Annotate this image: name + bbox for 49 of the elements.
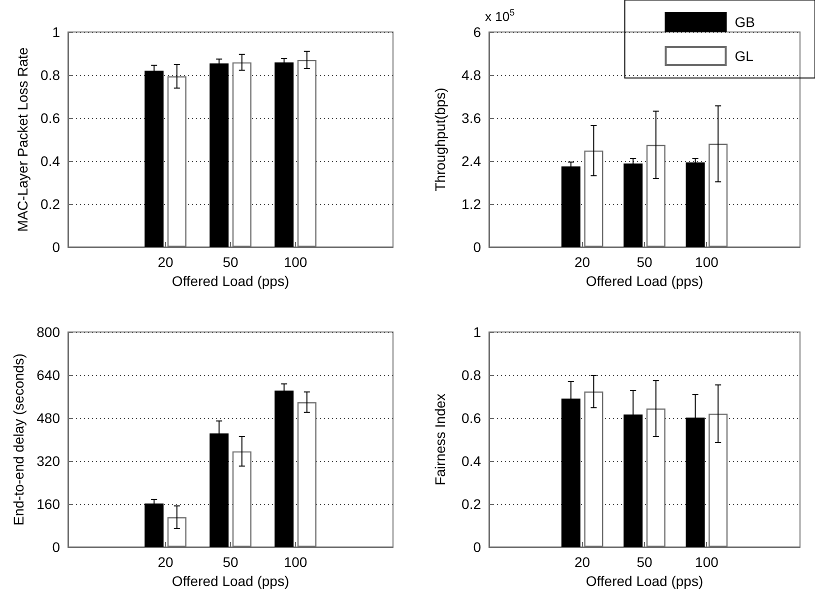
y-tick-label: 480 [36,410,60,426]
x-tick-label: 20 [158,554,174,570]
y-tick-label: 800 [36,324,60,340]
bar [144,503,164,547]
y-tick-label: 0 [52,239,60,255]
x-axis-title: Offered Load (pps) [586,573,704,589]
x-tick-label: 20 [158,254,174,270]
y-tick-label: 0.6 [462,410,482,426]
y-tick-label: 640 [36,367,60,383]
y-tick-label: 0.8 [462,367,482,383]
bar [561,166,580,247]
y-tick-label: 1 [473,324,482,340]
y-axis-title: Throughput(bps) [432,88,448,192]
y-tick-label: 0 [473,539,482,555]
y-tick-label: 4.8 [462,67,482,83]
y-tick-label: 6 [473,24,482,40]
y-tick-label: 0.2 [462,496,482,512]
x-tick-label: 50 [222,254,238,270]
y-tick-label: 0.4 [462,453,482,469]
y-tick-label: 2.4 [462,153,482,169]
y-tick-label: 160 [36,496,60,512]
y-tick-label: 320 [36,453,60,469]
y-tick-label: 0.8 [40,67,60,83]
x-tick-label: 50 [222,554,238,570]
y-tick-label: 0 [52,539,60,555]
y-tick-label: 1.2 [462,196,482,212]
x-tick-label: 20 [574,554,590,570]
x-tick-label: 20 [574,254,590,270]
y-axis-title: MAC-Layer Packet Loss Rate [14,47,31,232]
y-tick-label: 0 [473,239,482,255]
x-axis-title: Offered Load (pps) [586,273,704,289]
legend-label: GB [734,14,756,30]
bar [686,162,705,247]
legend-label: GL [734,48,754,64]
x-tick-label: 50 [636,554,652,570]
y-tick-label: 1 [52,24,60,40]
x-tick-label: 100 [695,254,719,270]
y-tick-label: 0.6 [40,110,60,126]
x-tick-label: 100 [284,254,308,270]
y-tick-label: 3.6 [462,110,482,126]
x-tick-label: 100 [284,554,308,570]
x-axis-title: Offered Load (pps) [172,273,290,289]
x-tick-label: 100 [695,554,719,570]
x-axis-title: Offered Load (pps) [172,573,290,589]
y-tick-label: 0.2 [40,196,60,212]
y-axis-title: End-to-end delay (seconds) [10,354,27,526]
y-tick-label: 0.4 [40,153,60,169]
x-tick-label: 50 [636,254,652,270]
y-axis-title: Fairness Index [432,394,448,486]
